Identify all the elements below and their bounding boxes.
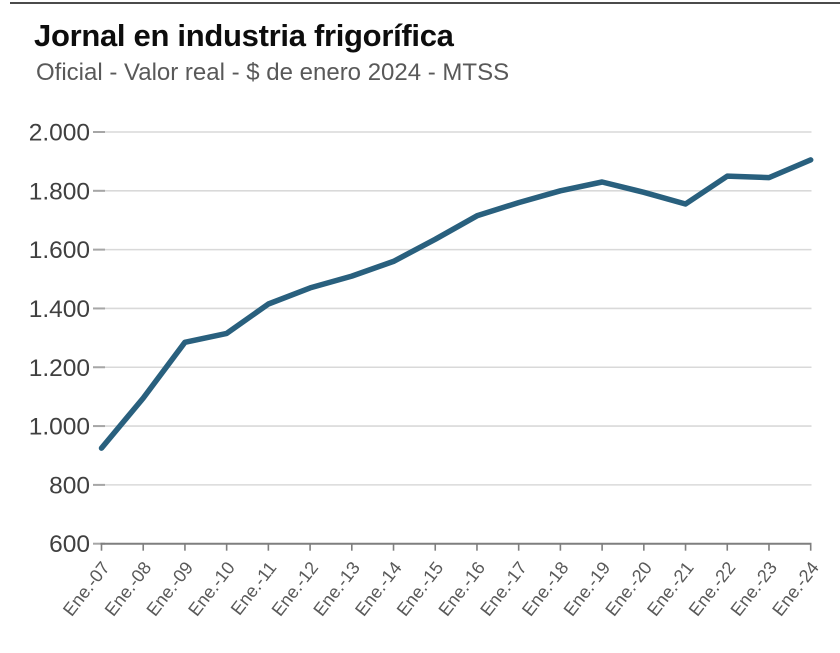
- y-tick-label: 1.400: [29, 296, 90, 323]
- y-tick-label: 1.800: [29, 178, 90, 205]
- y-tick-label: 2.000: [29, 120, 90, 147]
- x-axis: [100, 542, 812, 551]
- top-border-rule: [10, 2, 840, 4]
- y-tick-label: 1.200: [29, 355, 90, 382]
- y-tick-label: 800: [49, 472, 90, 499]
- gridlines: [96, 131, 812, 486]
- series-line: [98, 157, 814, 451]
- chart-title: Jornal en industria frigorífica: [34, 18, 454, 53]
- chart-subtitle: Oficial - Valor real - $ de enero 2024 -…: [36, 59, 510, 86]
- x-axis-labels: Ene.-07Ene.-08Ene.-09Ene.-10Ene.-11Ene.-…: [59, 558, 823, 620]
- y-tick-label: 1.600: [29, 237, 90, 264]
- y-tick-label: 1.000: [29, 414, 90, 441]
- y-axis-ticks: [93, 131, 105, 545]
- data-series: [98, 157, 814, 451]
- y-tick-label: 600: [49, 531, 90, 558]
- y-axis-labels: 2.000 1.800 1.600 1.400 1.200 1.000 800 600: [29, 120, 90, 559]
